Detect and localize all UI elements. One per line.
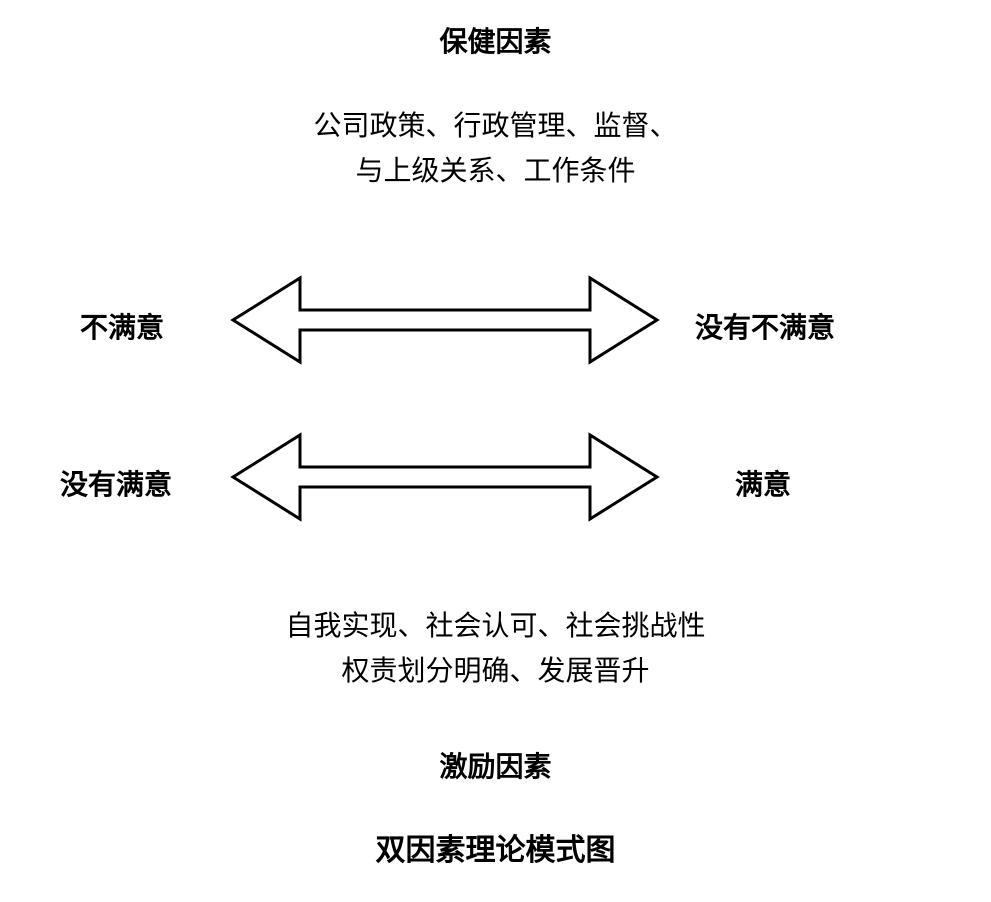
diagram-caption: 双因素理论模式图 — [0, 825, 991, 869]
double-arrow-2 — [230, 432, 660, 522]
motivation-desc-line2: 权责划分明确、发展晋升 — [341, 656, 649, 687]
hygiene-desc-line1: 公司政策、行政管理、监督、 — [313, 111, 677, 142]
arrow1-right-label: 没有不满意 — [695, 306, 835, 346]
motivation-factors-description: 自我实现、社会认可、社会挑战性 权责划分明确、发展晋升 — [0, 605, 991, 695]
hygiene-factors-title: 保健因素 — [0, 20, 991, 60]
motivation-desc-line1: 自我实现、社会认可、社会挑战性 — [285, 611, 705, 642]
double-arrow-1 — [230, 275, 660, 365]
arrow2-right-label: 满意 — [735, 463, 791, 503]
hygiene-desc-line2: 与上级关系、工作条件 — [355, 156, 635, 187]
arrow2-left-label: 没有满意 — [60, 463, 172, 503]
motivation-factors-title: 激励因素 — [0, 745, 991, 785]
two-factor-theory-diagram: 保健因素 公司政策、行政管理、监督、 与上级关系、工作条件 不满意 没有不满意 … — [0, 0, 991, 902]
hygiene-factors-description: 公司政策、行政管理、监督、 与上级关系、工作条件 — [0, 105, 991, 195]
arrow1-left-label: 不满意 — [80, 306, 164, 346]
